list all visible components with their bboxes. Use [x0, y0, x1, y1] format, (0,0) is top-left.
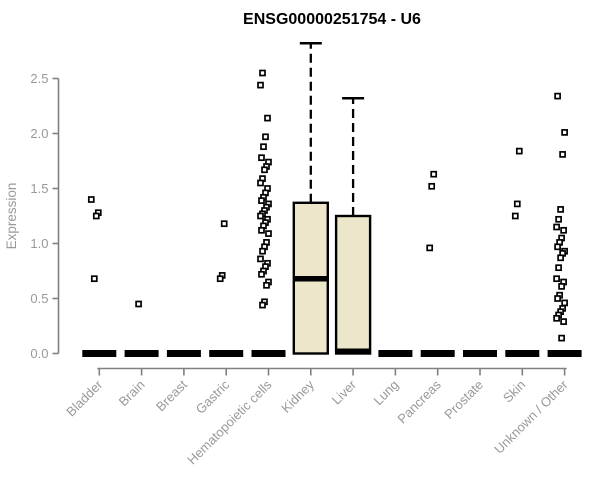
outlier-point-unknown-other	[554, 295, 561, 302]
outlier-point-hematopoietic-cells	[262, 133, 269, 141]
outlier-point-hematopoietic-cells	[259, 247, 266, 255]
x-tick-label-kidney: Kidney	[278, 377, 317, 416]
outlier-point-hematopoietic-cells	[260, 143, 267, 151]
x-tick-label-prostate: Prostate	[441, 377, 486, 422]
collapsed-box-pancreas	[420, 350, 455, 357]
y-tick-label: 1.0	[30, 236, 48, 251]
chart-title: ENSG00000251754 - U6	[243, 11, 421, 28]
outlier-point-hematopoietic-cells	[261, 166, 268, 174]
x-tick-label-pancreas: Pancreas	[394, 377, 444, 427]
outlier-point-hematopoietic-cells	[258, 154, 265, 162]
outlier-point-bladder	[90, 275, 98, 283]
y-axis-title: Expression	[4, 183, 19, 250]
outlier-point-gastric	[216, 275, 224, 283]
outlier-point-pancreas	[426, 244, 434, 252]
outlier-point-hematopoietic-cells	[257, 179, 264, 187]
y-tick-label: 0.5	[30, 291, 48, 306]
outlier-point-unknown-other	[558, 334, 565, 342]
outlier-point-unknown-other	[553, 314, 560, 322]
outlier-point-unknown-other	[555, 215, 562, 223]
outlier-point-hematopoietic-cells	[257, 255, 264, 263]
x-tick-label-lung: Lung	[370, 377, 401, 408]
outlier-point-hematopoietic-cells	[258, 270, 265, 278]
outlier-point-unknown-other	[554, 92, 561, 100]
x-tick-label-breast: Breast	[153, 377, 190, 414]
x-tick-label-brain: Brain	[116, 377, 148, 409]
outlier-point-hematopoietic-cells	[259, 301, 266, 309]
outlier-point-bladder	[92, 212, 100, 220]
outlier-point-unknown-other	[558, 283, 565, 290]
x-tick-label-unknown-other: Unknown / Other	[491, 377, 571, 457]
outlier-point-hematopoietic-cells	[257, 81, 264, 89]
x-tick-label-skin: Skin	[500, 377, 528, 405]
outlier-point-skin	[513, 200, 521, 208]
outlier-point-unknown-other	[561, 299, 568, 307]
outlier-point-skin	[511, 212, 519, 220]
y-tick-label: 2.5	[30, 71, 48, 86]
outlier-point-hematopoietic-cells	[258, 197, 265, 204]
outlier-point-brain	[135, 300, 142, 308]
x-tick-label-bladder: Bladder	[63, 377, 106, 420]
plot-area: 0.0 0.5 1.0 1.5 2.0 2.5 Bladder Brain Breast Gast…	[30, 42, 582, 467]
collapsed-box-brain	[124, 350, 159, 357]
collapsed-box-hematopoietic-cells	[251, 350, 286, 357]
y-tick-label: 1.5	[30, 181, 48, 196]
outlier-point-pancreas	[428, 182, 436, 190]
outlier-point-gastric	[220, 220, 228, 228]
x-tick-label-gastric: Gastric	[193, 377, 233, 417]
collapsed-box-lung	[378, 350, 413, 357]
outlier-point-hematopoietic-cells	[264, 114, 271, 122]
outlier-point-skin	[515, 147, 523, 155]
outlier-point-unknown-other	[557, 254, 564, 262]
y-tick-label: 0.0	[30, 346, 48, 361]
x-tick-label-liver: Liver	[329, 377, 360, 408]
box-liver	[334, 214, 372, 355]
outlier-point-hematopoietic-cells	[258, 226, 265, 234]
outlier-point-unknown-other	[553, 275, 560, 283]
collapsed-box-bladder	[82, 350, 117, 357]
collapsed-box-gastric	[209, 350, 244, 357]
collapsed-box-breast	[166, 350, 201, 357]
outlier-point-unknown-other	[553, 223, 560, 231]
outlier-point-unknown-other	[557, 206, 564, 213]
outlier-point-unknown-other	[560, 226, 567, 234]
outlier-point-unknown-other	[555, 264, 562, 272]
outlier-point-bladder	[87, 196, 95, 203]
y-tick-label: 2.0	[30, 126, 48, 141]
collapsed-box-unknown-other	[547, 350, 582, 357]
collapsed-box-prostate	[463, 350, 497, 357]
outlier-point-hematopoietic-cells	[263, 281, 270, 289]
outlier-point-unknown-other	[559, 151, 566, 158]
collapsed-box-skin	[505, 350, 540, 357]
outlier-point-pancreas	[430, 170, 438, 178]
outlier-point-hematopoietic-cells	[265, 230, 272, 237]
outlier-point-unknown-other	[554, 243, 561, 251]
outlier-point-hematopoietic-cells	[259, 69, 266, 77]
outlier-point-hematopoietic-cells	[257, 212, 264, 220]
outlier-point-unknown-other	[560, 318, 567, 325]
outlier-point-unknown-other	[561, 129, 568, 136]
